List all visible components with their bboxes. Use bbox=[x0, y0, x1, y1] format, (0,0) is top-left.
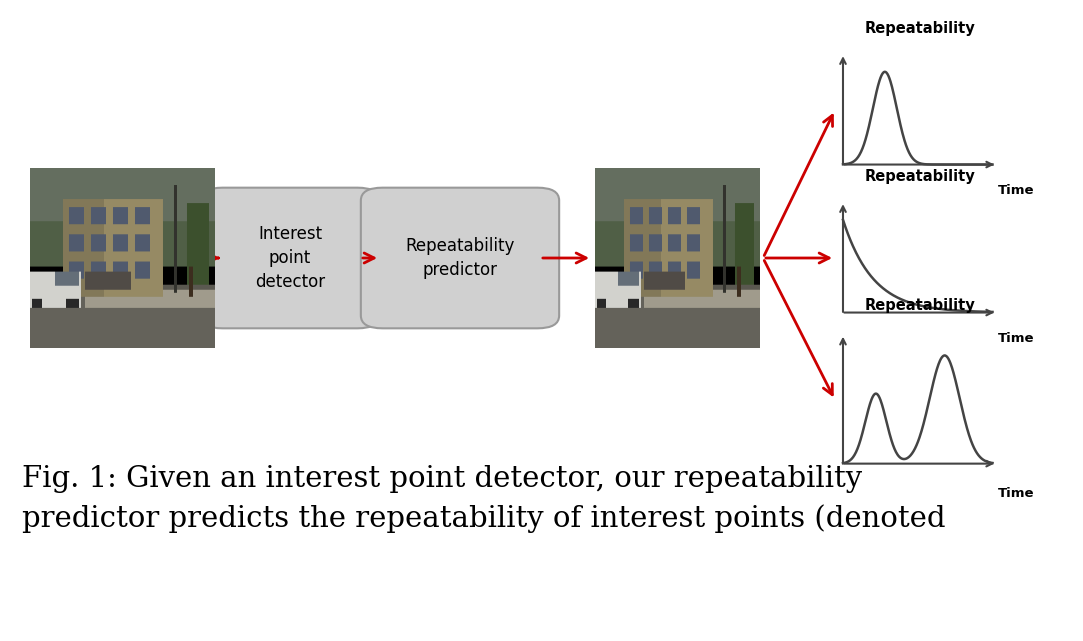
Text: Repeatability: Repeatability bbox=[864, 298, 976, 313]
Text: Fig. 1: Given an interest point detector, our repeatability
predictor predicts t: Fig. 1: Given an interest point detector… bbox=[22, 465, 945, 533]
Text: Repeatability: Repeatability bbox=[864, 21, 976, 36]
Text: Repeatability
predictor: Repeatability predictor bbox=[405, 237, 514, 279]
Text: Time: Time bbox=[997, 185, 1034, 197]
FancyBboxPatch shape bbox=[361, 188, 559, 328]
Text: Time: Time bbox=[997, 487, 1034, 500]
Text: Interest
point
detector: Interest point detector bbox=[255, 226, 325, 290]
Text: Repeatability: Repeatability bbox=[864, 169, 976, 183]
Text: Time: Time bbox=[997, 333, 1034, 345]
FancyBboxPatch shape bbox=[200, 188, 379, 328]
